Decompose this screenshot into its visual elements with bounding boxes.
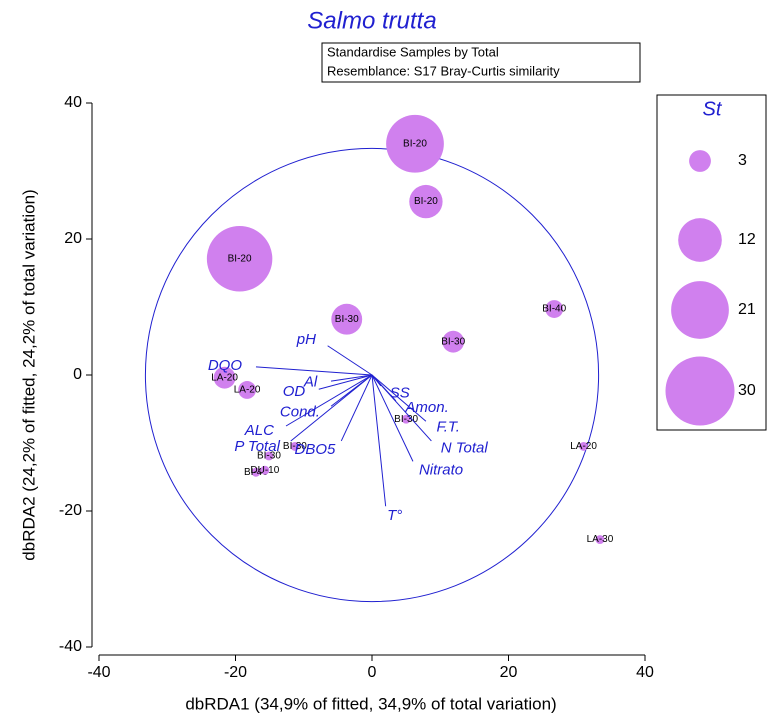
point-label: BI-20 xyxy=(228,253,252,264)
bubble xyxy=(386,114,444,173)
bubble xyxy=(331,303,363,335)
bubble xyxy=(442,330,465,353)
vector xyxy=(255,366,373,376)
legend-bubble xyxy=(678,218,722,262)
legend-label: 12 xyxy=(738,231,756,248)
note: Resemblance: S17 Bray-Curtis similarity xyxy=(327,63,560,78)
vector xyxy=(371,374,382,387)
vector-label: Nitrato xyxy=(419,461,463,478)
point-label: BI-40 xyxy=(542,304,566,315)
note-box xyxy=(321,42,641,83)
legend-title: St xyxy=(703,98,723,120)
point-label: BI-20 xyxy=(414,196,438,207)
vector-label: DQO xyxy=(208,357,243,374)
vector-label: pH xyxy=(296,331,316,348)
legend-bubble xyxy=(671,281,729,339)
vector xyxy=(371,374,387,507)
vector xyxy=(371,374,414,462)
point-label: LA-30 xyxy=(587,534,614,545)
vector xyxy=(340,374,373,442)
bubble xyxy=(401,414,411,424)
x-tick-label: 0 xyxy=(368,664,377,681)
vector-label: Al xyxy=(303,374,318,391)
vector xyxy=(327,345,373,376)
x-tick-label: 20 xyxy=(500,664,518,681)
vector xyxy=(285,374,373,427)
vector-label: DBO5 xyxy=(295,441,337,458)
x-tick-label: -40 xyxy=(87,664,110,681)
bubble xyxy=(579,441,589,451)
bubble xyxy=(545,300,564,318)
y-tick-label: -20 xyxy=(59,502,82,519)
point-label: BI-30 xyxy=(335,314,359,325)
bubble xyxy=(260,465,270,475)
note: Standardise Samples by Total xyxy=(327,44,499,59)
legend-label: 21 xyxy=(738,301,756,318)
vector-label: P Total xyxy=(234,438,280,455)
bubble xyxy=(290,441,300,451)
legend-label: 30 xyxy=(738,382,756,399)
point-label: BI-30 xyxy=(441,336,465,347)
bubble xyxy=(264,451,274,461)
vector xyxy=(330,374,373,382)
point-label: LA-20 xyxy=(211,372,238,383)
vector-label: OD xyxy=(283,383,306,400)
chart-title: Salmo trutta xyxy=(307,7,436,34)
point-label: BI-30 xyxy=(257,451,281,462)
point-label: LA-20 xyxy=(570,441,597,452)
vector-label: N Total xyxy=(441,439,489,456)
bubble xyxy=(213,366,236,389)
point-label: DU-10 xyxy=(250,465,279,476)
vector-label: Cond. xyxy=(280,403,320,420)
y-tick-label: 20 xyxy=(64,230,82,247)
vector xyxy=(290,374,373,442)
point-label: LA-20 xyxy=(234,385,261,396)
bubble xyxy=(409,184,443,219)
point-label: BI-20 xyxy=(403,138,427,149)
bubble xyxy=(238,381,257,399)
y-axis-label: dbRDA2 (24,2% of fitted, 24,2% of total … xyxy=(19,189,38,560)
bubble xyxy=(251,467,261,477)
point-label: BI-30 xyxy=(394,414,418,425)
vector-label: ALC xyxy=(244,422,274,439)
x-axis-label: dbRDA1 (34,9% of fitted, 34,9% of total … xyxy=(185,694,556,713)
legend-bubble xyxy=(665,356,735,426)
vector-label: F.T. xyxy=(437,419,460,436)
y-tick-label: -40 xyxy=(59,638,82,655)
bubble xyxy=(206,225,273,292)
x-tick-label: -20 xyxy=(224,664,247,681)
legend-bubble xyxy=(689,150,711,172)
y-tick-label: 0 xyxy=(73,366,82,383)
vector xyxy=(318,374,373,390)
point-label: BI-40 xyxy=(244,467,268,478)
point-label: BI-30 xyxy=(283,441,307,452)
vector-label: SS xyxy=(390,385,410,402)
x-tick-label: 40 xyxy=(636,664,654,681)
correlation-circle xyxy=(144,147,600,603)
y-tick-label: 40 xyxy=(64,94,82,111)
vector-label: T° xyxy=(387,507,402,524)
bubble xyxy=(595,535,605,545)
vector xyxy=(371,374,427,422)
legend-label: 3 xyxy=(738,152,747,169)
vector-label: Amon. xyxy=(404,399,448,416)
